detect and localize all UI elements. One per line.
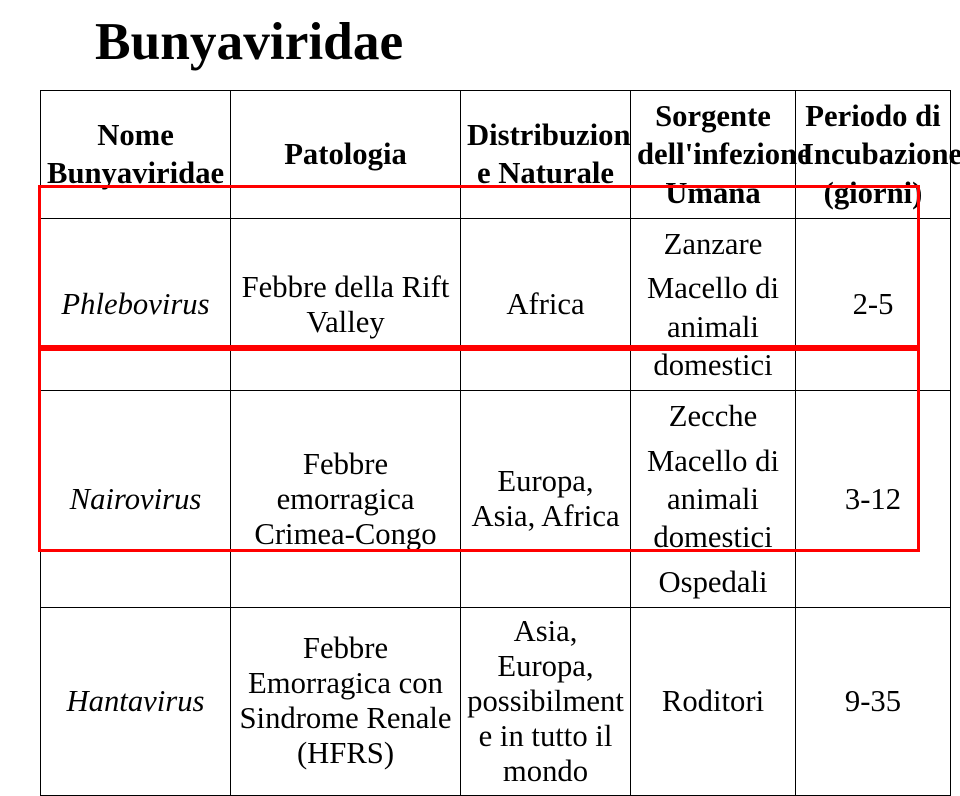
col-header-nome-line1: Nome: [97, 118, 174, 152]
cell-sorgente: Roditori: [631, 607, 796, 795]
col-header-patologia-line1: Patologia: [284, 137, 407, 171]
table-row: Phlebovirus Febbre della Rift Valley Afr…: [41, 218, 951, 390]
sorgente-line: Macello di animali domestici: [637, 442, 789, 557]
bunyaviridae-table: Nome Bunyaviridae Patologia Distribuzion…: [40, 90, 951, 796]
col-header-periodo-line3: (giorni): [824, 176, 923, 210]
cell-sorgente: Zanzare Macello di animali domestici: [631, 218, 796, 390]
cell-distribuzione: Asia, Europa, possibilment e in tutto il…: [461, 607, 631, 795]
col-header-periodo-line2: Incubazione: [802, 137, 960, 171]
cell-periodo: 3-12: [796, 391, 951, 608]
table-header-row: Nome Bunyaviridae Patologia Distribuzion…: [41, 91, 951, 219]
page-title: Bunyaviridae: [40, 0, 920, 90]
cell-distribuzione: Africa: [461, 218, 631, 390]
col-header-nome-line2: Bunyaviridae: [47, 156, 224, 190]
col-header-periodo: Periodo di Incubazione (giorni): [796, 91, 951, 219]
col-header-periodo-line1: Periodo di: [805, 99, 940, 133]
col-header-distribuzione-line2: e Naturale: [477, 156, 614, 190]
cell-periodo: 2-5: [796, 218, 951, 390]
cell-periodo: 9-35: [796, 607, 951, 795]
cell-name: Hantavirus: [41, 607, 231, 795]
col-header-sorgente-line1: Sorgente: [655, 99, 771, 133]
sorgente-line: Roditori: [637, 682, 789, 720]
col-header-distribuzione-line1: Distribuzion: [467, 118, 631, 152]
col-header-sorgente-line2: dell'infezione: [637, 137, 811, 171]
table-body: Phlebovirus Febbre della Rift Valley Afr…: [41, 218, 951, 795]
cell-name: Nairovirus: [41, 391, 231, 608]
col-header-distribuzione: Distribuzion e Naturale: [461, 91, 631, 219]
col-header-patologia: Patologia: [231, 91, 461, 219]
table-row: Nairovirus Febbre emorragica Crimea-Cong…: [41, 391, 951, 608]
sorgente-line: Macello di animali domestici: [637, 269, 789, 384]
cell-patologia: Febbre Emorragica con Sindrome Renale (H…: [231, 607, 461, 795]
cell-patologia: Febbre della Rift Valley: [231, 218, 461, 390]
sorgente-line: Zanzare: [637, 225, 789, 263]
col-header-nome: Nome Bunyaviridae: [41, 91, 231, 219]
col-header-sorgente: Sorgente dell'infezione Umana: [631, 91, 796, 219]
cell-patologia: Febbre emorragica Crimea-Congo: [231, 391, 461, 608]
sorgente-line: Ospedali: [637, 563, 789, 601]
cell-sorgente: Zecche Macello di animali domestici Ospe…: [631, 391, 796, 608]
sorgente-line: Zecche: [637, 397, 789, 435]
cell-distribuzione: Europa, Asia, Africa: [461, 391, 631, 608]
cell-name: Phlebovirus: [41, 218, 231, 390]
page-root: Bunyaviridae Nome Bunyaviridae Patologia…: [0, 0, 960, 702]
table-header: Nome Bunyaviridae Patologia Distribuzion…: [41, 91, 951, 219]
col-header-sorgente-line3: Umana: [665, 176, 760, 210]
table-row: Hantavirus Febbre Emorragica con Sindrom…: [41, 607, 951, 795]
